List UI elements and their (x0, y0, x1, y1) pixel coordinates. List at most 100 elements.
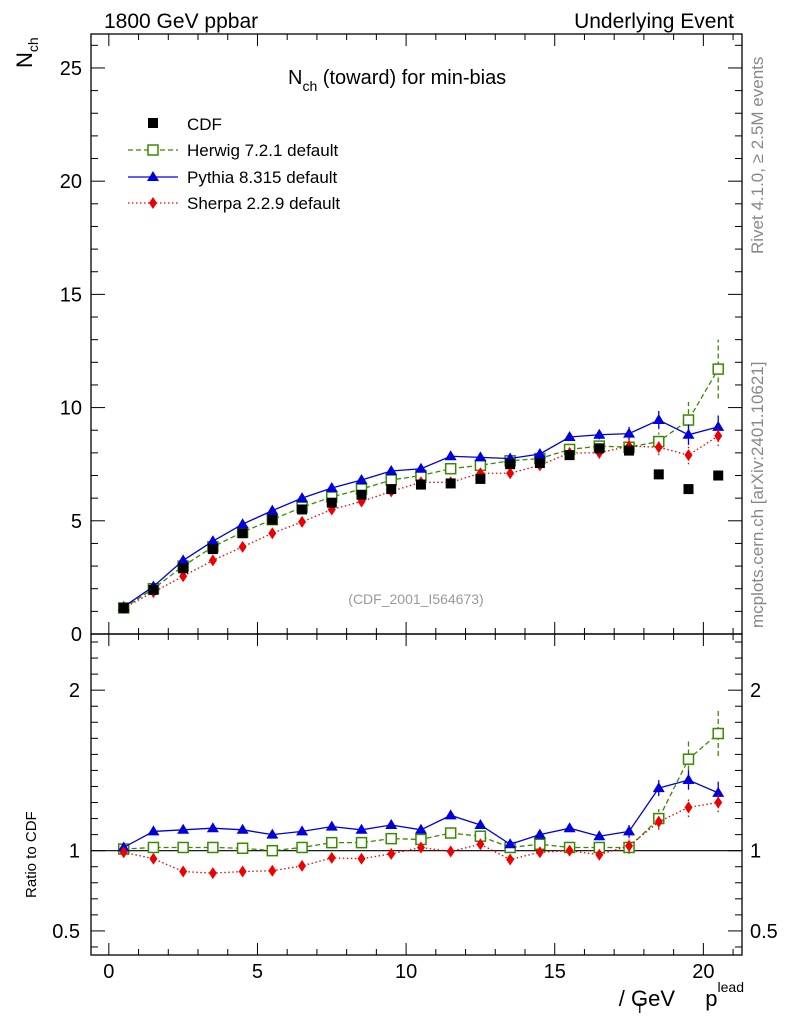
ratio-pythia-point (206, 822, 219, 833)
legend-label-pythia: Pythia 8.315 default (187, 168, 338, 187)
main-cdf-point (326, 497, 337, 508)
main-y-tick-label: 20 (60, 171, 82, 193)
ratio-sherpa-point (149, 852, 158, 865)
ratio-herwig-point (147, 841, 160, 854)
ratio-herwig-point (385, 832, 397, 845)
ratio-sherpa-point (208, 867, 217, 880)
x-label-p: p (705, 986, 717, 1011)
main-pythia-point (444, 450, 457, 461)
ratio-y-tick-label: 1 (69, 841, 80, 863)
x-label-unit: / GeV (613, 986, 676, 1011)
main-cdf-point (297, 504, 308, 515)
ratio-sherpa-point (565, 844, 574, 857)
main-cdf-point (415, 479, 426, 490)
legend-entry-sherpa: Sherpa 2.2.9 default (128, 194, 340, 213)
legend-marker-cdf (148, 118, 158, 128)
legend-entry-pythia: Pythia 8.315 default (128, 168, 338, 187)
main-pythia-point (533, 448, 546, 458)
main-cdf-point (267, 514, 278, 525)
main-cdf-point (445, 478, 456, 489)
main-cdf-point (594, 443, 605, 454)
ratio-y-tick-label: 0.5 (52, 921, 80, 943)
main-cdf-point (505, 459, 516, 470)
ratio-sherpa-point (387, 847, 396, 860)
ratio-pythia-point (414, 823, 427, 834)
ratio-pythia-point (266, 828, 279, 839)
main-pythia-point (682, 428, 695, 439)
legend-label-sherpa: Sherpa 2.2.9 default (187, 194, 340, 213)
ratio-pythia-point (682, 774, 695, 785)
main-pythia-point (563, 431, 576, 442)
ratio-herwig-point (177, 841, 189, 854)
main-y-tick-label: 10 (60, 398, 82, 420)
ratio-herwig-point (266, 844, 279, 857)
mcplots-reference: mcplots.cern.ch [arXiv:2401.10621] (748, 362, 767, 628)
analysis-id: (CDF_2001_I564673) (348, 591, 483, 607)
ratio-sherpa-point (327, 851, 336, 864)
legend-entry-cdf: CDF (148, 115, 222, 134)
main-cdf-point (148, 584, 159, 595)
x-tick-label: 15 (544, 961, 566, 983)
main-title: Nch (toward) for min-bias (288, 67, 506, 94)
main-y-tick-label: 0 (71, 624, 82, 646)
x-tick-label: 20 (692, 961, 714, 983)
main-cdf-point (207, 544, 218, 555)
main-cdf-point (356, 489, 367, 500)
main-pythia-point (325, 481, 338, 492)
ratio-herwig-point (682, 753, 695, 765)
x-label-sup: lead (718, 979, 744, 995)
main-y-tick-label: 15 (60, 284, 82, 306)
main-sherpa-point (268, 527, 277, 540)
main-pythia-point (355, 474, 368, 485)
ratio-pythia-point (474, 818, 487, 829)
legend-entry-herwig: Herwig 7.2.1 default (128, 141, 338, 160)
ratio-pythia-point (355, 823, 368, 834)
main-y-label-n: N (12, 52, 37, 68)
x-tick-label: 10 (395, 961, 417, 983)
ratio-y-tick-label-right: 0.5 (750, 921, 778, 943)
ratio-y-tick-label-right: 1 (750, 841, 761, 863)
main-pythia-point (652, 414, 665, 425)
ratio-pythia-point (296, 825, 309, 836)
main-pythia-point (385, 464, 398, 475)
ratio-sherpa-point (595, 848, 604, 861)
main-pythia-point (296, 492, 309, 503)
header-right: Underlying Event (574, 10, 734, 33)
legend-label-cdf: CDF (187, 115, 222, 134)
main-pythia-point (236, 518, 249, 529)
main-y-tick-label: 25 (60, 58, 82, 80)
ratio-sherpa-point (446, 845, 455, 858)
legend: CDF Herwig 7.2.1 default Pythia 8.315 de… (128, 115, 340, 213)
ratio-y-tick-label-right: 2 (750, 680, 761, 702)
x-tick-label: 5 (252, 961, 263, 983)
main-pythia-point (474, 451, 487, 462)
main-y-tick-label: 5 (71, 511, 82, 533)
ratio-sherpa-point (298, 859, 307, 872)
legend-marker-pythia (147, 171, 159, 181)
ratio-pythia-point (444, 809, 457, 820)
main-series-group (117, 339, 725, 614)
main-pythia-point (593, 428, 606, 439)
header-left: 1800 GeV ppbar (104, 10, 258, 33)
ratio-sherpa-line (123, 801, 719, 874)
main-sherpa-point (654, 441, 663, 454)
main-herwig-point (444, 462, 457, 475)
main-y-label-sub: ch (25, 37, 41, 52)
ratio-pythia-point (712, 786, 725, 797)
x-axis-label: plead T / GeV (613, 979, 744, 1016)
main-pythia-point (623, 427, 636, 438)
ratio-herwig-point (712, 727, 724, 740)
main-sherpa-point (714, 429, 723, 442)
ratio-herwig-point (296, 841, 308, 854)
ratio-pythia-point (652, 782, 665, 793)
main-pythia-point (266, 504, 279, 515)
ratio-sherpa-point (535, 846, 544, 859)
main-cdf-point (653, 469, 664, 480)
main-cdf-point (534, 458, 545, 469)
main-herwig-point (385, 474, 397, 486)
main-sherpa-point (238, 540, 247, 553)
ratio-sherpa-point (714, 796, 723, 809)
ratio-sherpa-point (238, 865, 247, 878)
main-cdf-point (118, 602, 129, 613)
